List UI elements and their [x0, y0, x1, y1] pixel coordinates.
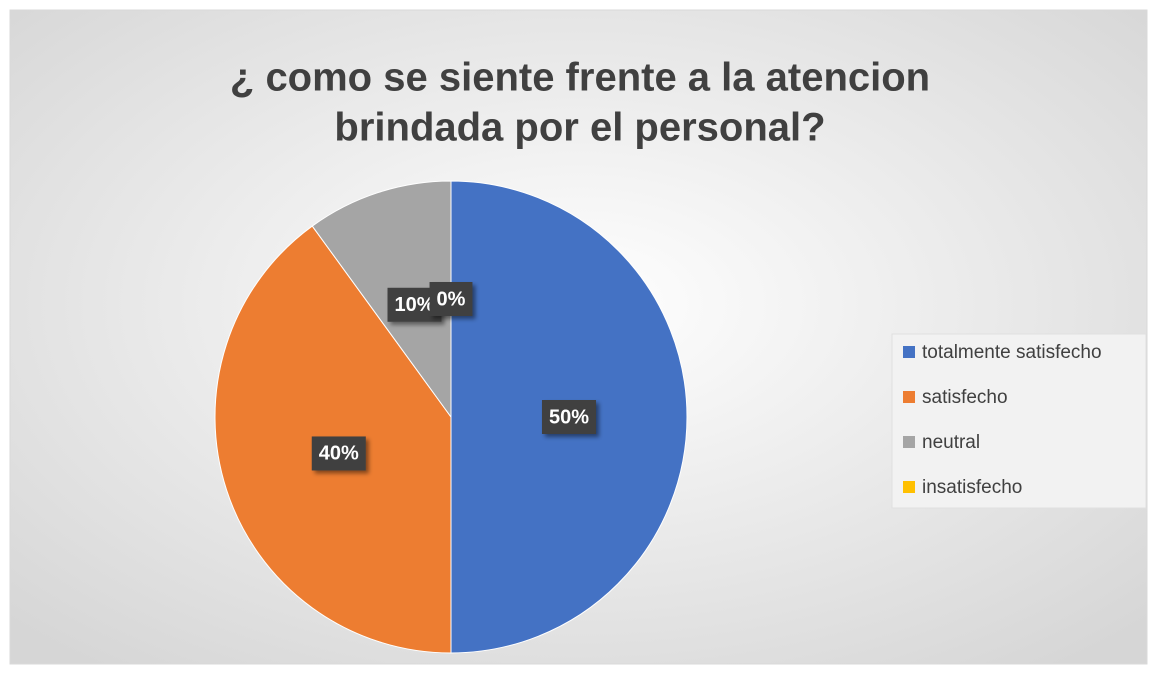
legend-label: insatisfecho: [922, 477, 1022, 498]
legend-label: totalmente satisfecho: [922, 342, 1102, 363]
legend-swatch: [903, 436, 915, 448]
data-label-text: 0%: [437, 288, 466, 310]
legend-swatch: [903, 481, 915, 493]
data-label-text: 10%: [395, 294, 435, 316]
data-label-text: 40%: [319, 443, 359, 465]
legend: [891, 333, 1147, 509]
data-label-box: [429, 282, 473, 316]
data-label-box: [541, 400, 597, 434]
data-label-box: [311, 436, 366, 471]
data-label-text: 50%: [549, 406, 589, 428]
data-label: 0%: [429, 282, 473, 316]
pie-slice: [311, 180, 452, 419]
data-label: 50%: [541, 400, 597, 434]
chart-title: brindada por el personal?: [334, 106, 825, 150]
chart-title: ¿ como se siente frente a la atencion: [230, 56, 930, 100]
legend-label: neutral: [922, 432, 980, 453]
legend-swatch: [903, 391, 915, 403]
data-label: 40%: [311, 436, 366, 471]
legend-label: satisfecho: [922, 387, 1008, 408]
legend-swatch: [903, 346, 915, 358]
